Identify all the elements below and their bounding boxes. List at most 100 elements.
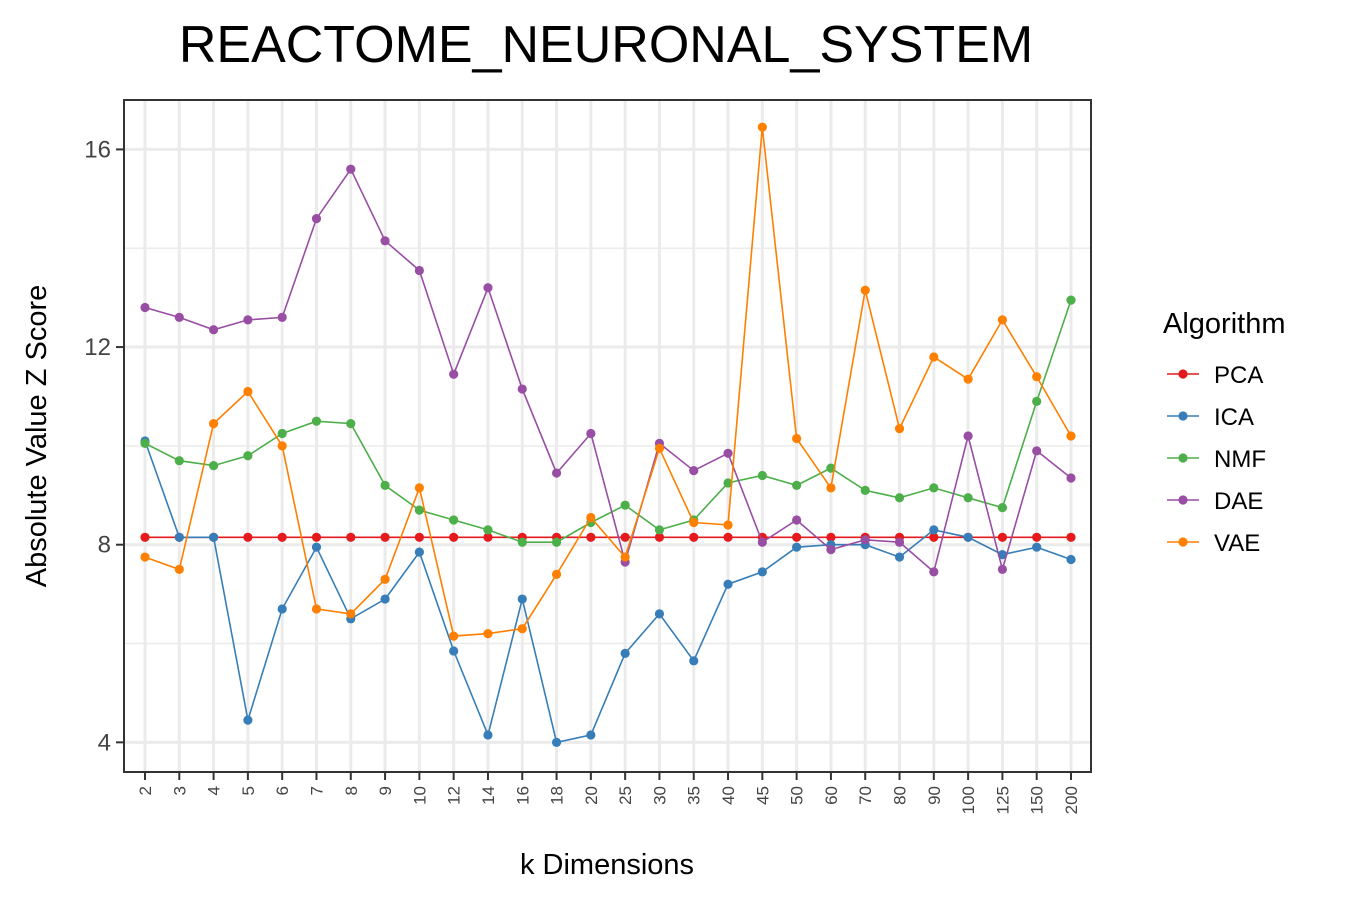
legend-marker-ica xyxy=(1178,411,1188,421)
data-point-vae xyxy=(277,441,287,451)
data-point-ica xyxy=(689,656,699,666)
series-line-nmf xyxy=(144,299,1072,544)
x-tick-label: 6 xyxy=(273,786,292,795)
data-point-vae xyxy=(311,604,322,614)
data-point-ica xyxy=(517,594,527,604)
data-point-dae xyxy=(346,164,356,174)
data-point-vae xyxy=(1032,372,1042,382)
data-point-pca xyxy=(654,532,665,542)
data-point-dae xyxy=(483,283,493,293)
data-point-nmf xyxy=(1032,396,1042,407)
data-point-pca xyxy=(620,532,630,542)
data-point-vae xyxy=(1066,431,1076,441)
y-tick-label: 4 xyxy=(98,729,111,756)
data-point-ica xyxy=(723,579,733,589)
data-point-vae xyxy=(929,352,939,362)
data-point-dae xyxy=(551,468,562,478)
data-point-pca xyxy=(140,532,150,542)
series-line-ica xyxy=(144,440,1072,744)
data-point-nmf xyxy=(208,461,219,471)
x-tick-label: 8 xyxy=(342,786,361,795)
data-point-pca xyxy=(689,532,699,542)
data-point-ica xyxy=(654,609,665,619)
data-point-pca xyxy=(826,532,836,542)
y-tick-label: 12 xyxy=(84,334,111,361)
data-point-vae xyxy=(997,315,1008,325)
data-point-ica xyxy=(277,604,287,614)
data-point-ica xyxy=(792,542,802,552)
data-point-nmf xyxy=(963,493,973,503)
legend-label-vae: VAE xyxy=(1214,530,1260,557)
legend-title: Algorithm xyxy=(1163,308,1286,340)
data-point-nmf xyxy=(449,515,459,525)
x-tick-label: 125 xyxy=(993,786,1012,814)
data-point-vae xyxy=(140,552,150,562)
data-point-ica xyxy=(1032,542,1042,552)
data-point-dae xyxy=(963,431,973,441)
x-tick-label: 7 xyxy=(307,786,326,795)
data-point-dae xyxy=(243,315,253,325)
data-point-pca xyxy=(380,532,390,542)
x-tick-label: 200 xyxy=(1062,786,1081,814)
x-tick-label: 20 xyxy=(582,786,601,805)
data-point-dae xyxy=(757,537,767,547)
data-point-vae xyxy=(689,517,699,528)
data-point-dae xyxy=(380,236,390,246)
data-point-nmf xyxy=(654,525,665,535)
data-point-pca xyxy=(997,532,1008,542)
data-point-dae xyxy=(723,448,733,458)
grid xyxy=(124,100,1091,772)
data-point-dae xyxy=(929,567,939,577)
data-point-ica xyxy=(963,532,973,542)
data-point-ica xyxy=(311,542,322,552)
data-point-dae xyxy=(1032,446,1042,456)
data-point-vae xyxy=(243,386,253,397)
data-point-nmf xyxy=(174,456,184,466)
data-point-pca xyxy=(449,532,459,542)
legend-label-nmf: NMF xyxy=(1214,446,1266,473)
x-tick-label: 14 xyxy=(479,786,498,805)
data-point-dae xyxy=(997,564,1008,575)
chart-title: REACTOME_NEURONAL_SYSTEM xyxy=(179,16,1033,74)
data-point-dae xyxy=(311,213,322,224)
data-point-pca xyxy=(346,532,356,542)
data-point-pca xyxy=(586,532,596,542)
series-group xyxy=(140,122,1076,747)
y-axis-label: Absolute Value Z Score xyxy=(21,285,53,588)
data-point-vae xyxy=(963,374,973,384)
data-point-dae xyxy=(208,325,219,335)
legend-label-dae: DAE xyxy=(1214,488,1263,515)
y-tick-label: 16 xyxy=(84,136,111,163)
data-point-ica xyxy=(894,552,905,562)
data-point-vae xyxy=(654,443,665,453)
data-point-ica xyxy=(757,567,767,577)
x-tick-label: 100 xyxy=(959,786,978,814)
x-tick-label: 80 xyxy=(891,786,910,805)
data-point-dae xyxy=(517,384,527,394)
legend: Algorithm PCA ICA NMF DAE VAE xyxy=(1163,308,1286,557)
data-point-ica xyxy=(380,594,390,604)
data-point-nmf xyxy=(277,428,287,439)
x-tick-label: 90 xyxy=(925,786,944,805)
data-point-vae xyxy=(517,624,527,634)
data-point-vae xyxy=(792,433,802,444)
data-point-dae xyxy=(174,312,184,323)
data-point-pca xyxy=(1032,532,1042,542)
data-point-pca xyxy=(929,532,939,542)
data-point-nmf xyxy=(517,537,527,547)
data-point-pca xyxy=(243,532,253,542)
legend-label-pca: PCA xyxy=(1214,362,1263,389)
data-point-dae xyxy=(894,537,905,547)
data-point-nmf xyxy=(757,470,767,481)
data-point-vae xyxy=(346,609,356,619)
plot-panel-border xyxy=(123,99,1092,773)
data-point-vae xyxy=(894,423,905,434)
data-point-dae xyxy=(860,535,870,545)
data-point-nmf xyxy=(929,483,939,493)
data-point-dae xyxy=(449,369,459,379)
data-point-vae xyxy=(483,629,493,639)
series-line-vae xyxy=(144,127,1072,637)
data-point-dae xyxy=(826,545,836,555)
